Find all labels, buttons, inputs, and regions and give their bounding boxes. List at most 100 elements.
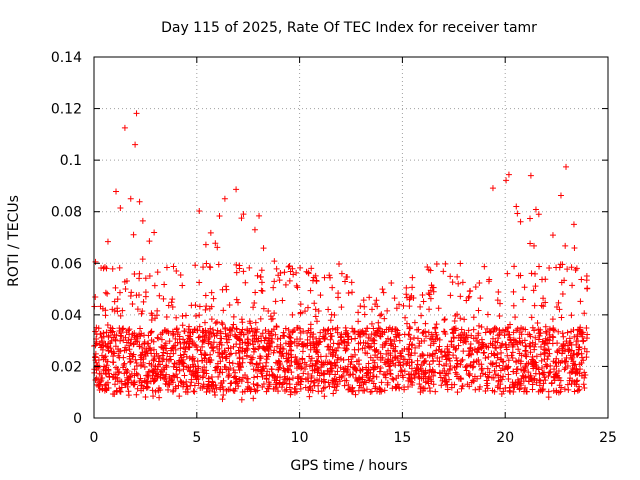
roti-point [288, 339, 295, 346]
roti-point [252, 289, 259, 296]
roti-point [150, 338, 157, 345]
roti-point [538, 302, 545, 309]
roti-point [389, 375, 396, 382]
roti-point [489, 387, 496, 394]
roti-point [250, 380, 257, 387]
roti-point [391, 295, 398, 302]
roti-point [505, 375, 512, 382]
roti-point [116, 348, 123, 355]
roti-point [134, 306, 141, 313]
roti-point [496, 385, 503, 392]
roti-point [327, 350, 334, 357]
roti-point [519, 339, 526, 346]
roti-point [166, 353, 173, 360]
roti-point [547, 368, 554, 375]
roti-point [173, 366, 180, 373]
roti-point [495, 377, 502, 384]
roti-point [164, 350, 171, 357]
roti-point [195, 334, 202, 341]
roti-point [418, 375, 425, 382]
roti-point [337, 364, 344, 371]
roti-point [526, 374, 533, 381]
roti-point [400, 302, 407, 309]
roti-point [180, 336, 187, 343]
roti-point [439, 368, 446, 375]
roti-point [125, 392, 132, 399]
roti-point [235, 299, 242, 306]
roti-point [309, 277, 316, 284]
roti-point [142, 275, 149, 282]
roti-point [575, 344, 582, 351]
roti-point [298, 364, 305, 371]
roti-point [327, 330, 334, 337]
roti-point [379, 328, 386, 335]
roti-point [139, 344, 146, 351]
roti-point [415, 326, 422, 333]
roti-point [430, 338, 437, 345]
roti-point [113, 332, 120, 339]
roti-point [227, 326, 234, 333]
roti-point [573, 378, 580, 385]
roti-point [239, 345, 246, 352]
roti-point [348, 279, 355, 286]
roti-point [482, 371, 489, 378]
roti-point [510, 368, 517, 375]
roti-point [577, 324, 584, 331]
roti-point [201, 319, 208, 326]
roti-point [568, 312, 575, 319]
roti-point [396, 331, 403, 338]
roti-point [186, 367, 193, 374]
roti-point [156, 292, 163, 299]
roti-point [459, 356, 466, 363]
roti-point [233, 261, 240, 268]
roti-point [92, 294, 99, 301]
roti-point [175, 382, 182, 389]
roti-point [349, 325, 356, 332]
roti-point [225, 345, 232, 352]
roti-point [527, 342, 534, 349]
roti-point [583, 354, 590, 361]
roti-point [467, 361, 474, 368]
roti-point [532, 283, 539, 290]
roti-point [563, 354, 570, 361]
roti-point [392, 326, 399, 333]
roti-point [196, 208, 203, 215]
roti-point [208, 373, 215, 380]
roti-point [444, 386, 451, 393]
roti-point [268, 339, 275, 346]
roti-point [377, 357, 384, 364]
roti-point [528, 314, 535, 321]
roti-point [251, 300, 258, 307]
roti-point [199, 343, 206, 350]
roti-point [556, 382, 563, 389]
roti-point [240, 211, 247, 218]
roti-point [154, 269, 161, 276]
roti-point [426, 361, 433, 368]
roti-point [441, 317, 448, 323]
roti-point [225, 336, 232, 343]
roti-point [233, 269, 240, 276]
roti-point [226, 351, 233, 358]
roti-point [300, 370, 307, 377]
roti-point [326, 272, 333, 279]
roti-point [527, 240, 534, 247]
roti-point [244, 386, 251, 393]
roti-point [150, 346, 157, 353]
roti-point [265, 307, 272, 314]
roti-point [311, 344, 318, 351]
roti-point [486, 369, 493, 376]
roti-point [310, 341, 317, 348]
roti-point [355, 309, 362, 316]
roti-point [100, 356, 107, 363]
roti-point [308, 265, 315, 272]
roti-point [201, 364, 208, 371]
roti-point [430, 288, 437, 295]
roti-point [488, 350, 495, 357]
roti-point [563, 163, 570, 170]
roti-point [250, 304, 257, 311]
roti-point [496, 362, 503, 369]
roti-point [518, 352, 525, 359]
roti-point [321, 335, 328, 342]
roti-point [521, 367, 528, 374]
roti-point [362, 379, 369, 386]
